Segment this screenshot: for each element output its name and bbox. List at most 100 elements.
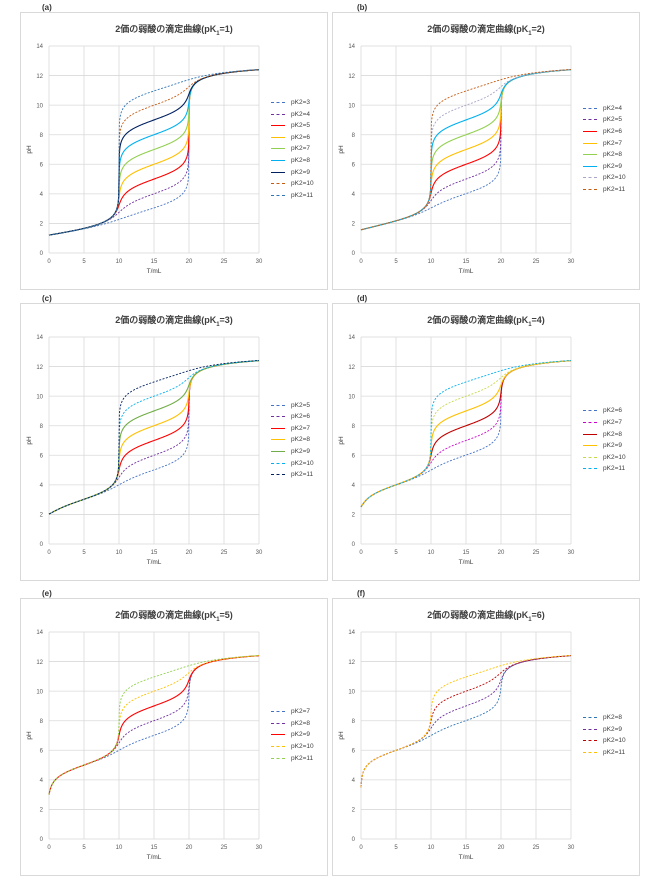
legend-swatch — [271, 183, 285, 185]
y-tick-label: 0 — [40, 837, 44, 843]
chart-svg: 0 2 4 6 8 10 12 14 0 5 10 15 20 25 30 T/mL pH — [26, 335, 263, 566]
legend-label: pK2=10 — [291, 180, 314, 188]
chart-legend: pK2=6 pK2=7 pK2=8 pK2=9 pK2=10 pK2=11 — [583, 405, 626, 475]
legend-swatch — [271, 439, 285, 441]
legend-label: pK2=10 — [603, 453, 626, 461]
legend-swatch — [583, 717, 597, 719]
legend-item: pK2=9 — [583, 161, 626, 173]
chart-title-tail: =2) — [531, 24, 545, 34]
x-tick-label: 30 — [568, 550, 575, 556]
y-tick-label: 12 — [36, 74, 43, 80]
legend-label: pK2=9 — [603, 162, 622, 170]
y-tick-label: 8 — [352, 424, 356, 430]
y-tick-label: 12 — [36, 660, 43, 666]
legend-item: pK2=8 — [271, 718, 314, 730]
legend-swatch — [583, 165, 597, 167]
legend-label: pK2=11 — [291, 191, 314, 199]
legend-swatch — [271, 171, 285, 173]
panel-label-e: (e) — [42, 589, 52, 598]
x-tick-label: 5 — [82, 550, 86, 556]
legend-label: pK2=9 — [603, 442, 622, 450]
chart-svg: 0 2 4 6 8 10 12 14 0 5 10 15 20 25 30 T/mL pH — [338, 630, 575, 861]
chart-panel-b: 2価の弱酸の滴定曲線(pK1=2) 0 2 4 6 8 10 12 14 0 5 10 15 20 25 30… — [332, 12, 640, 290]
y-tick-label: 10 — [36, 103, 43, 109]
legend-item: pK2=7 — [271, 706, 314, 718]
y-tick-label: 14 — [36, 44, 43, 50]
legend-item: pK2=8 — [583, 428, 626, 440]
panel-label-d: (d) — [357, 294, 368, 303]
y-axis-label: pH — [26, 436, 33, 445]
chart-legend: pK2=4 pK2=5 pK2=6 pK2=7 pK2=8 pK2=9 pK2=10 pK2=… — [583, 103, 626, 196]
legend-item: pK2=10 — [583, 735, 626, 747]
legend-item: pK2=5 — [583, 114, 626, 126]
legend-swatch — [583, 189, 597, 191]
chart-title-text: 2価の弱酸の滴定曲線(pK — [427, 315, 529, 325]
y-tick-label: 4 — [352, 192, 356, 198]
y-tick-label: 2 — [40, 808, 44, 814]
x-tick-label: 0 — [359, 259, 363, 265]
y-tick-label: 12 — [348, 660, 355, 666]
x-tick-label: 5 — [394, 550, 398, 556]
chart-title-text: 2価の弱酸の滴定曲線(pK — [115, 24, 217, 34]
legend-label: pK2=11 — [603, 465, 626, 473]
chart-title: 2価の弱酸の滴定曲線(pK1=4) — [333, 313, 639, 328]
x-tick-label: 30 — [256, 550, 263, 556]
x-axis-label: T/mL — [147, 559, 162, 566]
legend-item: pK2=9 — [583, 723, 626, 735]
legend-item: pK2=11 — [271, 190, 314, 202]
legend-item: pK2=11 — [583, 463, 626, 475]
y-tick-label: 0 — [40, 251, 44, 257]
legend-swatch — [583, 740, 597, 742]
legend-item: pK2=9 — [271, 166, 314, 178]
y-tick-label: 10 — [348, 394, 355, 400]
legend-swatch — [271, 734, 285, 736]
chart-title: 2価の弱酸の滴定曲線(pK1=5) — [21, 608, 327, 623]
legend-swatch — [583, 728, 597, 730]
legend-label: pK2=5 — [291, 122, 310, 130]
y-tick-label: 6 — [40, 748, 44, 754]
y-tick-label: 14 — [348, 630, 355, 636]
chart-title-subscript: 1 — [216, 321, 220, 328]
legend-label: pK2=9 — [603, 725, 622, 733]
legend-label: pK2=11 — [603, 748, 626, 756]
x-tick-label: 10 — [116, 550, 123, 556]
legend-item: pK2=5 — [271, 120, 314, 132]
chart-title: 2価の弱酸の滴定曲線(pK1=1) — [21, 22, 327, 37]
legend-label: pK2=5 — [603, 116, 622, 124]
legend-swatch — [271, 102, 285, 104]
x-tick-label: 10 — [428, 845, 435, 851]
legend-label: pK2=10 — [603, 737, 626, 745]
y-tick-label: 4 — [40, 483, 44, 489]
x-tick-label: 25 — [533, 550, 540, 556]
legend-item: pK2=6 — [271, 132, 314, 144]
chart-panel-c: 2価の弱酸の滴定曲線(pK1=3) 0 2 4 6 8 10 12 14 0 5 10 15 20 25 30… — [20, 303, 328, 581]
chart-title-subscript: 1 — [528, 616, 532, 623]
legend-item: pK2=11 — [271, 469, 314, 481]
panel-label-f: (f) — [357, 589, 365, 598]
chart-svg: 0 2 4 6 8 10 12 14 0 5 10 15 20 25 30 T/mL pH — [338, 335, 575, 566]
legend-label: pK2=5 — [291, 401, 310, 409]
x-tick-label: 0 — [359, 845, 363, 851]
y-tick-label: 2 — [40, 222, 44, 228]
legend-item: pK2=11 — [271, 752, 314, 764]
legend-label: pK2=10 — [603, 174, 626, 182]
legend-item: pK2=4 — [583, 103, 626, 115]
legend-swatch — [583, 751, 597, 753]
x-tick-label: 10 — [428, 259, 435, 265]
legend-label: pK2=10 — [291, 459, 314, 467]
chart-svg: 0 2 4 6 8 10 12 14 0 5 10 15 20 25 30 T/mL pH — [26, 630, 263, 861]
y-tick-label: 0 — [352, 837, 356, 843]
legend-item: pK2=7 — [583, 137, 626, 149]
x-tick-label: 0 — [47, 259, 51, 265]
x-tick-label: 5 — [82, 259, 86, 265]
x-tick-label: 20 — [186, 550, 193, 556]
legend-item: pK2=7 — [271, 143, 314, 155]
chart-panel-d: 2価の弱酸の滴定曲線(pK1=4) 0 2 4 6 8 10 12 14 0 5 10 15 20 25 30… — [332, 303, 640, 581]
legend-label: pK2=8 — [603, 151, 622, 159]
x-tick-label: 25 — [221, 259, 228, 265]
x-tick-label: 20 — [498, 550, 505, 556]
chart-title-tail: =1) — [219, 24, 233, 34]
x-tick-label: 0 — [359, 550, 363, 556]
legend-item: pK2=7 — [583, 417, 626, 429]
series-line-pk2-6 — [48, 360, 260, 515]
